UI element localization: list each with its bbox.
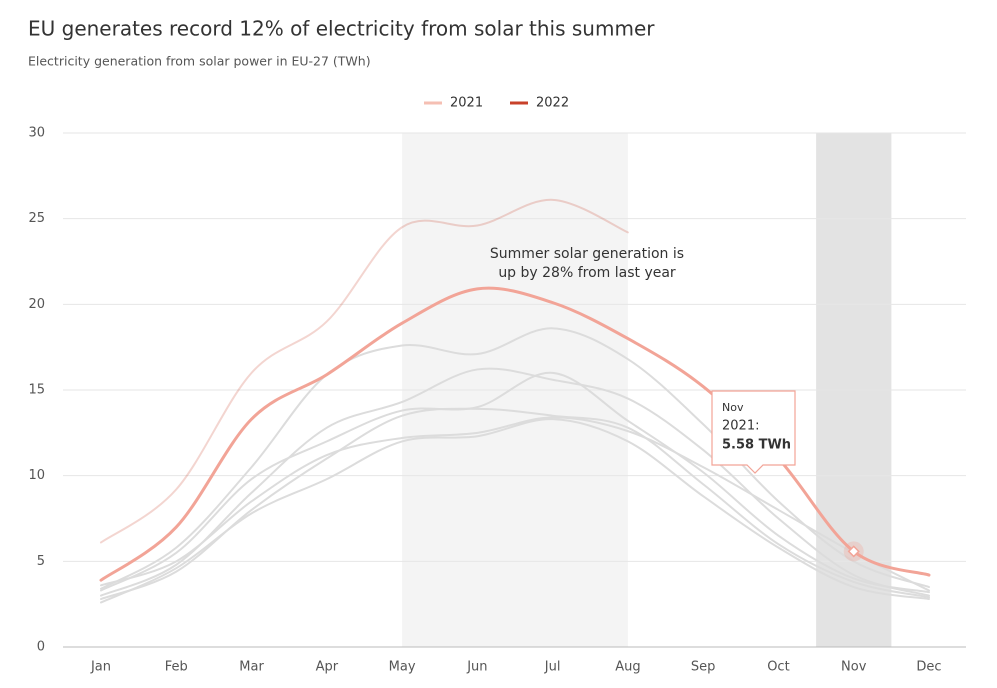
y-tick-label: 0 — [37, 640, 45, 655]
tooltip-label: 2021: — [722, 419, 759, 434]
history-line — [100, 416, 930, 592]
series-line — [99, 286, 931, 582]
y-tick-label: 25 — [28, 211, 45, 226]
x-tick-label: Feb — [165, 660, 188, 675]
x-tick-label: Mar — [239, 660, 264, 675]
x-tick-label: Oct — [767, 660, 789, 675]
x-tick-label: Jul — [544, 660, 561, 675]
y-tick-label: 10 — [28, 468, 45, 483]
history-line — [100, 367, 930, 597]
x-tick-label: Jun — [466, 660, 487, 675]
y-tick-label: 20 — [28, 297, 45, 312]
history-line — [100, 407, 930, 601]
y-tick-label: 30 — [28, 126, 45, 141]
annotation: Summer solar generation is — [490, 246, 684, 262]
x-tick-label: May — [389, 660, 416, 675]
hover-marker — [847, 545, 860, 558]
history-line — [100, 327, 930, 590]
tooltip-title: Nov — [722, 401, 744, 414]
chart-title: EU generates record 12% of electricity f… — [28, 17, 655, 41]
x-tick-label: Sep — [691, 660, 716, 675]
y-tick-label: 15 — [28, 383, 45, 398]
x-tick-label: Nov — [841, 660, 867, 675]
legend-label: 2021 — [450, 96, 483, 111]
x-tick-label: Jan — [90, 660, 111, 675]
x-tick-label: Dec — [916, 660, 941, 675]
x-tick-label: Aug — [615, 660, 640, 675]
y-tick-label: 5 — [37, 554, 45, 569]
chart-subtitle: Electricity generation from solar power … — [28, 54, 371, 69]
series-line — [100, 198, 629, 544]
history-line — [100, 418, 930, 604]
x-tick-label: Apr — [316, 660, 339, 675]
annotation: up by 28% from last year — [498, 265, 676, 281]
legend-label: 2022 — [536, 96, 569, 111]
tooltip-box — [711, 390, 796, 474]
tooltip-value: 5.58 TWh — [722, 438, 791, 453]
history-line — [100, 371, 930, 594]
